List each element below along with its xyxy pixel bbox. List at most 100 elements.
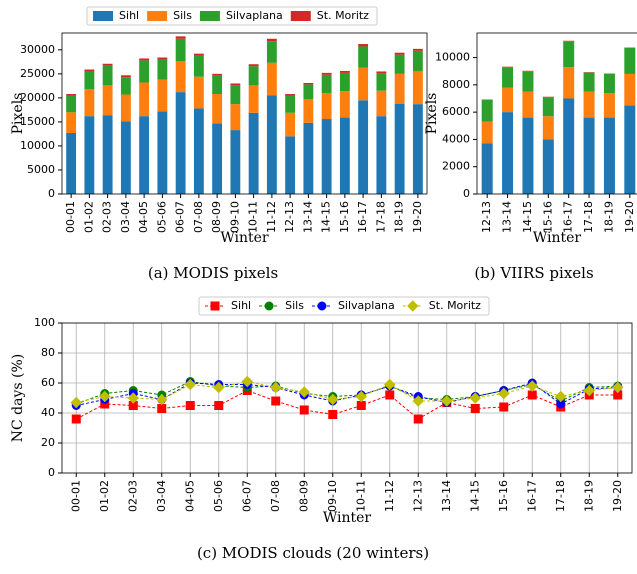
x-tick-label: 16-17: [356, 201, 369, 233]
legend-swatch: [147, 11, 168, 21]
y-tick-label: 25000: [20, 67, 55, 80]
bar-segment: [376, 90, 387, 117]
bar-segment: [175, 92, 186, 194]
caption: (a) MODIS pixels: [148, 264, 278, 282]
bar-segment: [358, 67, 369, 101]
bar-segment: [157, 79, 168, 112]
x-tick-label: 10-11: [354, 480, 367, 512]
y-axis-title: Pixels: [10, 93, 26, 135]
bar-segment: [230, 85, 241, 105]
point: [412, 395, 424, 407]
bar-segment: [412, 48, 423, 51]
point: [241, 375, 253, 388]
x-tick-label: 19-20: [611, 480, 624, 512]
point: [470, 404, 480, 413]
x-tick-label: 03-04: [119, 201, 132, 233]
bar-segment: [502, 87, 514, 113]
bar-segment: [230, 130, 241, 194]
point: [327, 393, 339, 406]
x-tick-label: 18-19: [602, 201, 615, 233]
bar-segment: [358, 100, 369, 194]
y-tick-label: 2000: [442, 160, 470, 173]
y-tick-label: 20: [41, 436, 55, 449]
x-tick-label: 11-12: [383, 480, 396, 512]
y-tick-label: 0: [463, 187, 470, 200]
bar-segment: [120, 94, 131, 122]
x-tick-label: 16-17: [525, 480, 538, 512]
bar-segment: [542, 139, 554, 194]
y-tick-label: 30000: [20, 43, 55, 56]
legend-label: Sils: [173, 9, 192, 22]
bar-segment: [522, 91, 534, 118]
x-tick-label: 08-09: [210, 201, 223, 233]
bar-segment: [583, 117, 595, 194]
x-tick-label: 07-08: [192, 201, 205, 233]
bar-segment: [394, 54, 405, 74]
bar-segment: [266, 95, 277, 194]
x-axis-title: Winter: [220, 230, 269, 246]
legend-label: Sihl: [119, 9, 139, 22]
x-tick-label: 01-02: [82, 201, 95, 233]
x-tick-label: 17-18: [554, 480, 567, 512]
bar-segment: [212, 73, 223, 76]
plot-frame: [476, 32, 637, 195]
bar-segment: [175, 36, 186, 39]
y-tick-label: 10000: [435, 51, 470, 64]
bar-segment: [66, 95, 77, 113]
x-tick-label: 12-13: [411, 480, 424, 512]
x-tick-label: 16-17: [562, 201, 575, 233]
x-axis-title: Winter: [533, 230, 582, 246]
x-tick-label: 00-01: [69, 480, 82, 512]
point: [213, 381, 225, 394]
bar-segment: [84, 69, 95, 72]
legend-marker: [264, 301, 274, 311]
bar-segment: [522, 117, 534, 194]
bar-segment: [394, 73, 405, 104]
bar-segment: [321, 74, 332, 94]
x-tick-label: 14-15: [468, 480, 481, 512]
bar-segment: [412, 70, 423, 105]
legend-label: Silvaplana: [226, 9, 283, 22]
x-tick-label: 17-18: [374, 201, 387, 233]
bar-segment: [339, 72, 350, 92]
bar-segment: [66, 94, 77, 96]
y-tick-label: 5000: [27, 163, 55, 176]
bar-segment: [358, 46, 369, 68]
x-tick-label: 04-05: [137, 201, 150, 233]
bar-segment: [522, 71, 534, 92]
point: [185, 401, 195, 410]
x-tick-label: 15-16: [338, 201, 351, 233]
x-tick-label: 13-14: [440, 480, 453, 512]
y-tick-label: 0: [48, 466, 55, 479]
x-tick-label: 05-06: [212, 480, 225, 512]
plot-frame: [61, 322, 633, 474]
point: [271, 396, 281, 406]
x-tick-label: 04-05: [183, 480, 196, 512]
series-line: [76, 380, 618, 403]
point: [214, 401, 224, 410]
bar-segment: [120, 75, 131, 78]
bar-segment: [139, 60, 150, 83]
y-tick-label: 40: [41, 406, 55, 419]
bar-segment: [303, 84, 314, 100]
y-tick-label: 100: [34, 316, 55, 329]
bar-segment: [303, 99, 314, 123]
bar-segment: [563, 98, 575, 194]
x-tick-label: 14-15: [521, 201, 534, 233]
legend-label: Silvaplana: [338, 299, 395, 312]
bar-segment: [175, 38, 186, 62]
x-tick-label: 15-16: [541, 201, 554, 233]
bar-segment: [583, 91, 595, 118]
point: [384, 378, 396, 391]
bar-segment: [66, 132, 77, 194]
bar-segment: [542, 97, 554, 117]
x-tick-label: 14-15: [320, 201, 333, 233]
bar-segment: [376, 116, 387, 194]
point: [469, 392, 481, 404]
bar-segment: [376, 71, 387, 74]
x-tick-label: 13-14: [501, 201, 514, 233]
x-tick-label: 15-16: [497, 480, 510, 512]
bar-segment: [285, 94, 296, 96]
y-tick-label: 6000: [442, 105, 470, 118]
y-tick-label: 0: [48, 187, 55, 200]
